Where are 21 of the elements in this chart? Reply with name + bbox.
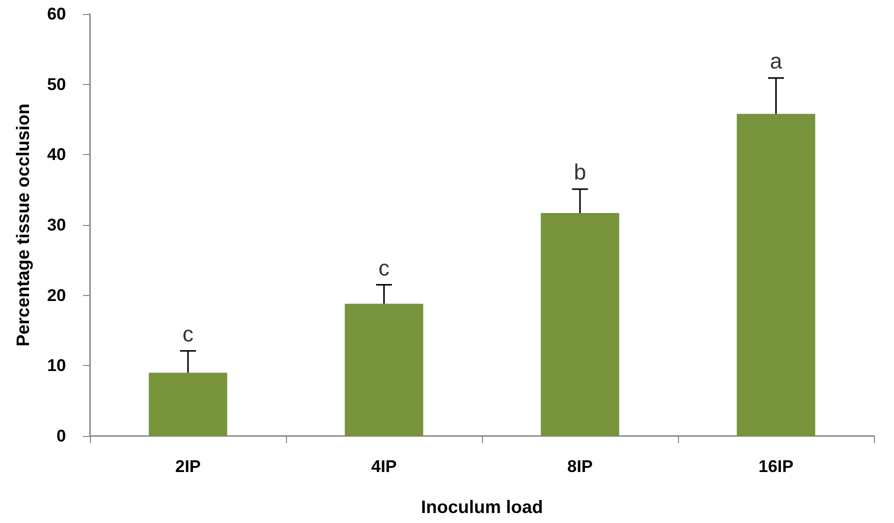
bar <box>540 213 620 436</box>
y-tick-label: 10 <box>47 356 66 376</box>
x-tick-label: 8IP <box>567 457 593 476</box>
x-tick-label: 2IP <box>175 457 201 476</box>
y-tick-label: 40 <box>47 145 66 164</box>
annotation: b <box>574 160 586 185</box>
y-tick-label: 0 <box>56 426 66 446</box>
y-tick-label: 20 <box>47 286 66 305</box>
annotation: c <box>378 255 390 280</box>
annotation: c <box>182 321 194 346</box>
x-tick-label: 16IP <box>758 457 794 476</box>
y-tick-label: 60 <box>47 4 66 24</box>
y-tick-label: 30 <box>47 216 66 234</box>
x-tick-label: 4IP <box>371 457 397 476</box>
y-tick-label: 50 <box>47 74 66 94</box>
y-axis-title: Percentage tissue occlusion <box>13 103 33 347</box>
bar <box>736 114 816 436</box>
bar <box>344 304 424 436</box>
annotation: a <box>770 48 783 74</box>
x-axis-title: Inoculum load <box>420 497 544 517</box>
bar <box>148 372 228 436</box>
